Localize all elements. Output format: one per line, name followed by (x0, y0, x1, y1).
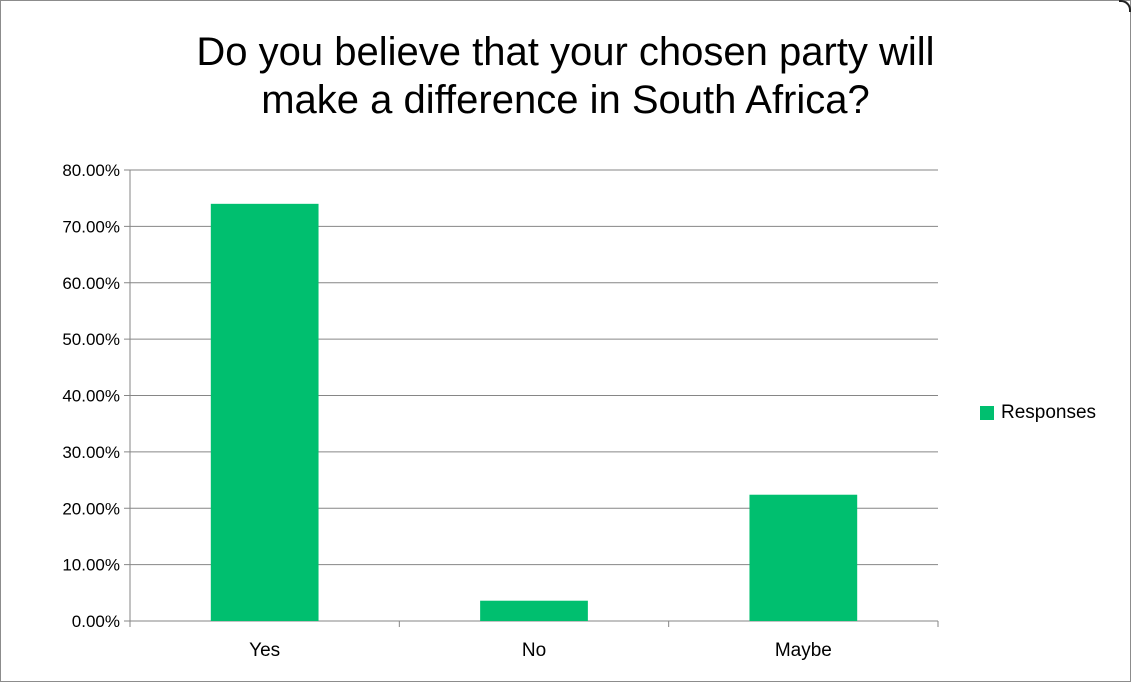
bar-maybe (749, 494, 858, 621)
y-tick-label: 0.00% (72, 612, 120, 631)
corner-mark (1119, 0, 1131, 12)
y-tick-label: 70.00% (62, 217, 120, 236)
y-tick-label: 10.00% (62, 556, 120, 575)
legend: Responses (980, 402, 1096, 424)
y-tick-label: 30.00% (62, 443, 120, 462)
y-tick-label: 40.00% (62, 387, 120, 406)
chart-title: Do you believe that your chosen party wi… (0, 28, 1131, 124)
chart-title-line-1: Do you believe that your chosen party wi… (196, 30, 935, 74)
x-axis: Yes No Maybe (129, 620, 939, 661)
y-tick-label: 50.00% (62, 330, 120, 349)
bar-yes (210, 203, 319, 621)
legend-label: Responses (1001, 402, 1097, 423)
bar-no (480, 600, 588, 621)
y-tick-label: 80.00% (62, 161, 120, 180)
x-tick-label: No (522, 640, 546, 661)
y-tick-label: 60.00% (62, 274, 120, 293)
y-axis: 0.00% 10.00% 20.00% 30.00% 40.00% 50.00% 60.00… (62, 161, 131, 631)
legend-swatch (980, 406, 994, 420)
x-tick-label: Yes (249, 640, 280, 661)
chart-title-line-2: make a difference in South Africa? (261, 78, 870, 122)
bars (210, 203, 858, 621)
y-tick-label: 20.00% (62, 499, 120, 518)
x-tick-label: Maybe (775, 640, 832, 661)
